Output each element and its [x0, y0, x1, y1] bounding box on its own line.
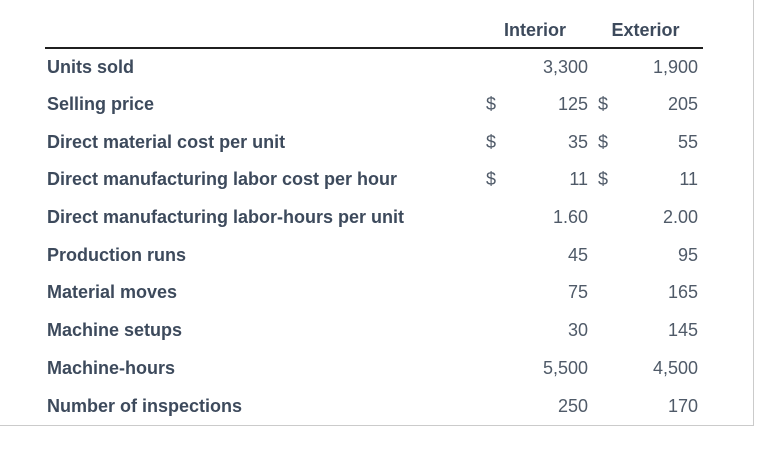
column-header-exterior: Exterior [588, 0, 704, 49]
interior-currency-symbol [482, 312, 500, 350]
row-label: Number of inspections [47, 395, 243, 416]
interior-value: 45 [567, 244, 589, 265]
row-label: Production runs [47, 244, 186, 265]
interior-value: 3,300 [542, 56, 589, 77]
data-table-card: Interior Exterior Units sold 3,300 1,900 Se… [0, 0, 754, 426]
row-label: Selling price [47, 94, 155, 115]
exterior-currency-symbol [588, 199, 608, 237]
exterior-value: 205 [667, 94, 699, 115]
interior-currency-symbol: $ [486, 94, 497, 115]
interior-currency-symbol [482, 387, 500, 425]
table-row: Selling price $125 $205 [45, 86, 703, 124]
exterior-value: 55 [677, 131, 699, 152]
table-row: Machine-hours 5,500 4,500 [45, 350, 703, 388]
row-label: Material moves [47, 282, 178, 303]
table-row: Units sold 3,300 1,900 [45, 48, 703, 86]
exterior-value: 2.00 [662, 207, 699, 228]
table-row: Direct manufacturing labor cost per hour… [45, 161, 703, 199]
exterior-currency-symbol: $ [598, 94, 609, 115]
exterior-value: 95 [677, 244, 699, 265]
interior-currency-symbol: $ [486, 131, 497, 152]
interior-currency-symbol [482, 199, 500, 237]
table-row: Number of inspections 250 170 [45, 387, 703, 425]
exterior-value: 1,900 [652, 56, 699, 77]
interior-value: 75 [567, 282, 589, 303]
row-label: Machine setups [47, 320, 183, 341]
column-header-interior: Interior [482, 0, 589, 49]
interior-value: 5,500 [542, 357, 589, 378]
exterior-currency-symbol [588, 350, 608, 388]
table-row: Production runs 45 95 [45, 236, 703, 274]
exterior-currency-symbol: $ [598, 169, 609, 190]
row-label: Direct material cost per unit [47, 131, 286, 152]
header-row: Interior Exterior [45, 0, 704, 49]
interior-value: 250 [557, 395, 589, 416]
table-row: Direct material cost per unit $35 $55 [45, 123, 703, 161]
interior-value: 1.60 [552, 207, 589, 228]
interior-currency-symbol [482, 350, 500, 388]
product-data-table: Interior Exterior Units sold 3,300 1,900 Se… [45, 0, 704, 425]
row-label: Direct manufacturing labor-hours per uni… [47, 207, 405, 228]
row-label: Units sold [47, 56, 135, 77]
exterior-value: 165 [667, 282, 699, 303]
row-label: Direct manufacturing labor cost per hour [47, 169, 398, 190]
interior-value: 11 [569, 169, 589, 190]
interior-value: 30 [567, 320, 589, 341]
exterior-currency-symbol [588, 48, 608, 86]
exterior-value: 145 [667, 320, 699, 341]
exterior-currency-symbol: $ [598, 131, 609, 152]
exterior-currency-symbol [588, 312, 608, 350]
exterior-value: 11 [679, 169, 699, 190]
exterior-currency-symbol [588, 236, 608, 274]
interior-value: 125 [557, 94, 589, 115]
interior-currency-symbol [482, 274, 500, 312]
exterior-currency-symbol [588, 274, 608, 312]
interior-currency-symbol [482, 236, 500, 274]
interior-value: 35 [567, 131, 589, 152]
table-row: Direct manufacturing labor-hours per uni… [45, 199, 703, 237]
table-row: Material moves 75 165 [45, 274, 703, 312]
row-label-header [45, 0, 482, 49]
interior-currency-symbol: $ [486, 169, 497, 190]
row-label: Machine-hours [47, 357, 176, 378]
exterior-value: 4,500 [652, 357, 699, 378]
interior-currency-symbol [482, 48, 500, 86]
table-row: Machine setups 30 145 [45, 312, 703, 350]
exterior-value: 170 [667, 395, 699, 416]
exterior-currency-symbol [588, 387, 608, 425]
